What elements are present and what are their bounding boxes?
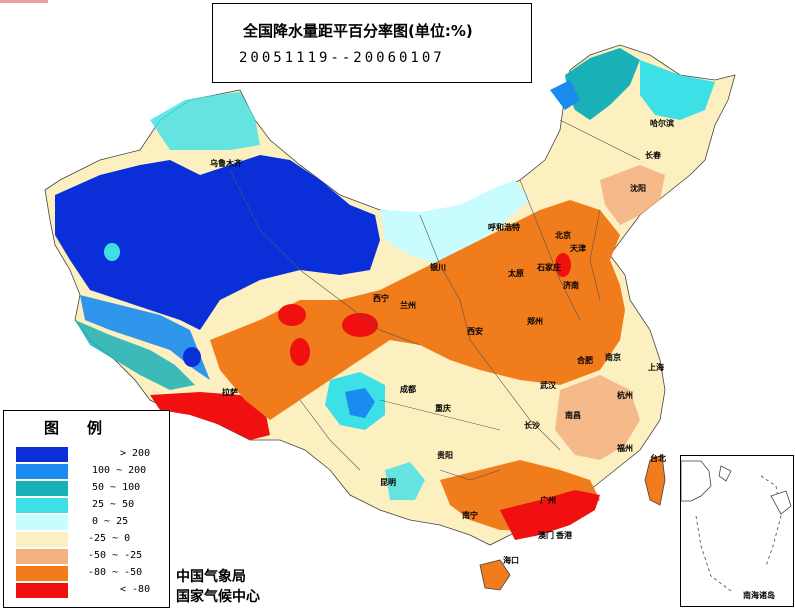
legend-swatch (16, 447, 68, 462)
region-50-25 (600, 165, 665, 225)
region-lt-80-south (500, 490, 600, 540)
region-0-25-north (380, 180, 530, 265)
city-label: 兰州 (400, 301, 416, 310)
region-50-100 (75, 320, 195, 390)
city-label: 西安 (467, 327, 483, 336)
region-100-200 (80, 295, 210, 380)
province-borders (229, 119, 641, 481)
legend-label: 50 ~ 100 (92, 482, 141, 493)
map-title: 全国降水量距平百分率图(单位:%) (243, 22, 473, 40)
south-china-sea-inset: 南海诸岛 (680, 455, 794, 607)
city-label: 银川 (430, 263, 446, 272)
city-label: 石家庄 (537, 263, 561, 272)
legend-swatch (16, 532, 68, 547)
city-label: 重庆 (435, 404, 451, 413)
city-label: 天津 (570, 244, 586, 253)
legend-swatch (16, 566, 68, 581)
region-red-spot-4 (555, 253, 571, 277)
city-label: 郑州 (527, 317, 543, 326)
credit-line1: 中国气象局 (176, 569, 246, 585)
city-label: 杭州 (617, 391, 633, 400)
region-red-spot-2 (342, 313, 378, 337)
region-sichuan-blue (345, 388, 375, 418)
city-label: 长春 (645, 151, 661, 160)
city-label: 拉萨 (222, 388, 238, 397)
region-80-50-central (210, 200, 625, 420)
region-gt200 (55, 155, 380, 330)
legend-label: -25 ~ 0 (88, 533, 131, 544)
legend-swatch (16, 583, 68, 598)
region-blue-dot (183, 347, 201, 367)
city-label: 成都 (400, 385, 416, 394)
inset-label: 南海诸岛 (743, 591, 775, 600)
legend-item: > 200 (16, 447, 166, 463)
city-label: 合肥 (577, 356, 593, 365)
city-label: 澳门 (538, 531, 554, 540)
city-label: 香港 (556, 531, 572, 540)
city-label: 沈阳 (630, 184, 646, 193)
legend-title: 图例 (44, 419, 131, 437)
legend-item: 0 ~ 25 (16, 515, 166, 531)
map-date-range: 20051119--20060107 (239, 50, 445, 66)
legend-label: 0 ~ 25 (92, 516, 129, 527)
legend-item: < -80 (16, 583, 166, 599)
corner-mark (0, 0, 48, 3)
legend-item: 25 ~ 50 (16, 498, 166, 514)
legend-item: -80 ~ -50 (16, 566, 166, 582)
region-50-25-east (555, 375, 640, 460)
city-label: 台北 (650, 454, 666, 463)
city-label: 太原 (508, 269, 524, 278)
legend-label: < -80 (120, 584, 151, 595)
legend-swatch (16, 464, 68, 479)
legend-swatch (16, 481, 68, 496)
legend-item: 100 ~ 200 (16, 464, 166, 480)
city-label: 海口 (503, 556, 519, 565)
taiwan-island (644, 454, 666, 506)
region-yunnan-cyan (385, 462, 425, 500)
city-label: 广州 (540, 496, 556, 505)
legend-label: 25 ~ 50 (92, 499, 135, 510)
hainan-island (479, 559, 511, 591)
legend-label: -80 ~ -50 (88, 567, 143, 578)
city-label: 南昌 (565, 411, 581, 420)
legend-swatch (16, 498, 68, 513)
city-label: 乌鲁木齐 (210, 159, 242, 168)
legend: 图例 > 200 100 ~ 200 50 ~ 100 25 ~ 50 0 ~ … (3, 410, 170, 608)
city-label: 南宁 (462, 511, 478, 520)
legend-item: -25 ~ 0 (16, 532, 166, 548)
city-label: 福州 (617, 444, 633, 453)
city-label: 哈尔滨 (650, 119, 674, 128)
city-label: 北京 (555, 231, 571, 240)
legend-label: > 200 (120, 448, 151, 459)
city-label: 武汉 (540, 381, 556, 390)
region-lt-80-tibet (150, 392, 270, 440)
legend-item: 50 ~ 100 (16, 481, 166, 497)
city-label: 昆明 (380, 478, 396, 487)
legend-swatch (16, 515, 68, 530)
city-label: 上海 (648, 363, 664, 372)
city-label: 济南 (563, 281, 579, 290)
title-box: 全国降水量距平百分率图(单位:%) 20051119--20060107 (212, 3, 532, 83)
city-label: 南京 (605, 353, 621, 362)
legend-label: -50 ~ -25 (88, 550, 143, 561)
inset-map (680, 460, 792, 592)
region-25-50-west (150, 92, 260, 150)
region-ne-darkblue (550, 80, 580, 110)
region-cyan-dot (104, 243, 120, 261)
region-ne-blue (565, 48, 640, 120)
city-label: 西宁 (373, 294, 389, 303)
city-label: 长沙 (524, 421, 540, 430)
region-ne-cyan (640, 60, 715, 120)
legend-swatch (16, 549, 68, 564)
city-label: 贵阳 (437, 451, 453, 460)
region-red-spot-1 (278, 304, 306, 326)
legend-label: 100 ~ 200 (92, 465, 147, 476)
region-red-spot-3 (290, 338, 310, 366)
legend-item: -50 ~ -25 (16, 549, 166, 565)
city-label: 呼和浩特 (488, 223, 520, 232)
credit-line2: 国家气候中心 (176, 589, 260, 605)
